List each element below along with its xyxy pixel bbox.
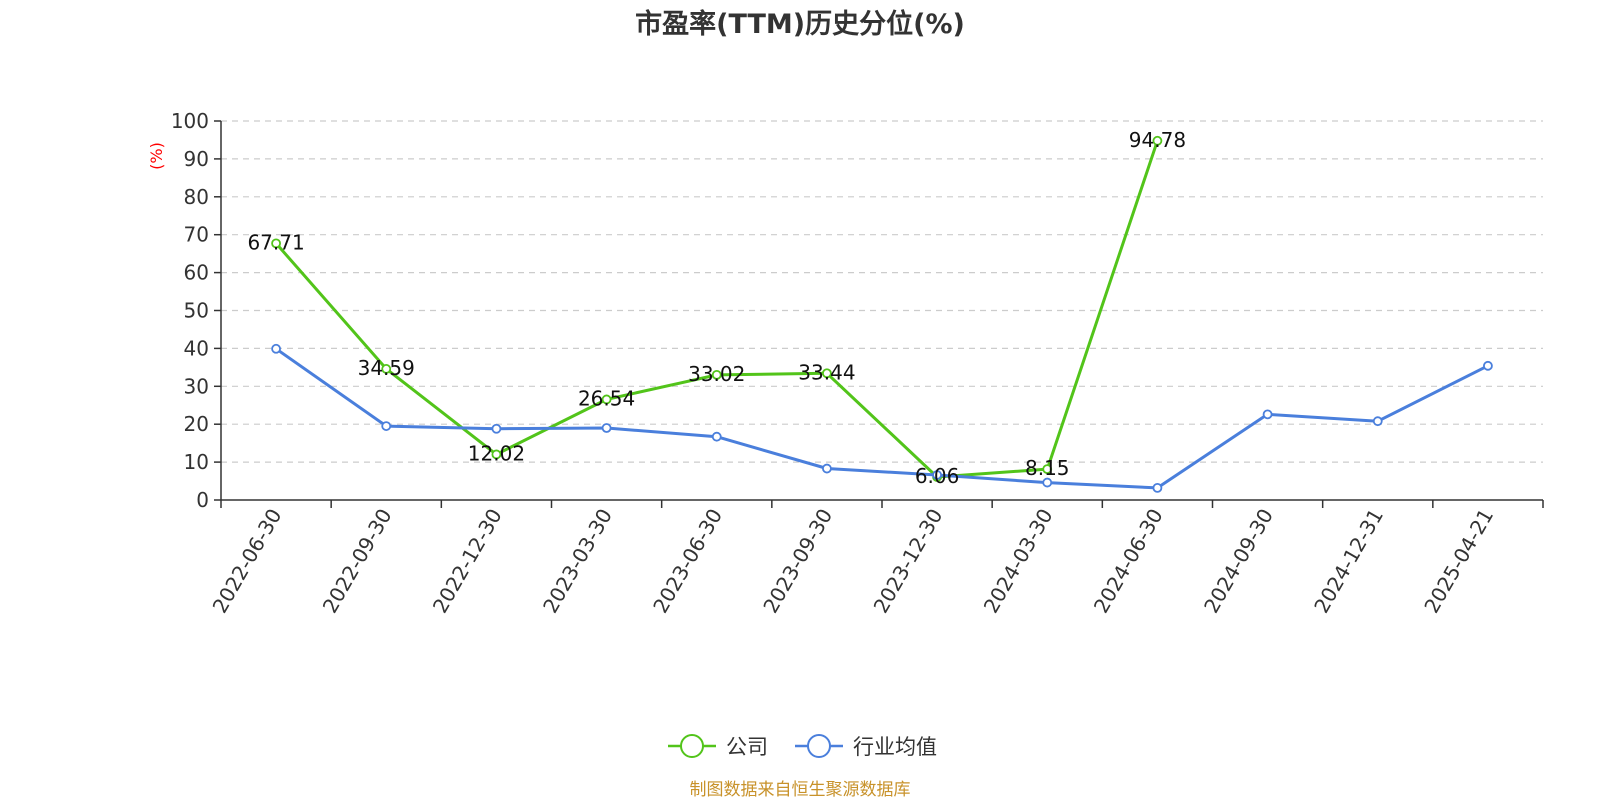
data-point <box>711 369 722 380</box>
data-point <box>381 421 392 431</box>
data-point <box>491 449 502 460</box>
data-label: 94.78 <box>1129 128 1186 152</box>
x-tick-label: 2023-06-30 <box>648 505 727 618</box>
data-point <box>1152 135 1163 146</box>
data-label: 26.54 <box>578 386 635 410</box>
y-tick-label: 60 <box>184 261 209 285</box>
x-tick-label: 2024-12-31 <box>1309 505 1388 618</box>
x-tick-label: 2024-03-30 <box>979 505 1058 618</box>
y-tick-label: 20 <box>184 412 209 436</box>
legend-marker <box>680 734 704 758</box>
x-tick-label: 2023-12-30 <box>869 505 948 618</box>
grid <box>221 120 1543 463</box>
legend-item-1[interactable]: 行业均值 <box>795 734 937 759</box>
legend-marker <box>807 734 831 758</box>
data-point <box>491 423 502 434</box>
data-point <box>711 431 722 442</box>
y-tick-label: 0 <box>196 488 209 512</box>
data-point <box>1152 482 1163 493</box>
data-labels: 67.71 34.59 12.02 26.54 33.02 33.44 6.06 8.15 94… <box>247 128 1186 488</box>
series-line-1 <box>275 347 1489 490</box>
data-point <box>822 368 832 379</box>
data-point <box>822 463 832 474</box>
y-tick-label: 70 <box>184 223 209 247</box>
y-tick-label: 10 <box>184 450 209 474</box>
data-point <box>1262 409 1273 420</box>
x-tick-label: 2022-09-30 <box>318 505 397 618</box>
data-label: 34.59 <box>358 356 415 380</box>
y-tick-label: 90 <box>184 147 209 171</box>
data-point <box>601 394 612 405</box>
x-tick-label: 2023-09-30 <box>758 505 837 618</box>
data-point <box>932 470 942 480</box>
y-tick-label: 100 <box>171 109 209 133</box>
x-tick-label: 2022-12-30 <box>428 505 507 618</box>
plot-area <box>271 135 1493 493</box>
y-tick-label: 50 <box>184 299 209 323</box>
data-label: 8.15 <box>1025 456 1070 480</box>
source-note: 制图数据来自恒生聚源数据库 <box>690 780 911 800</box>
legend-item-0[interactable]: 公司 <box>668 734 768 759</box>
y-axis-label: (%) <box>147 142 166 170</box>
data-point <box>1042 477 1053 488</box>
y-tick-label: 80 <box>184 185 209 209</box>
legend-label: 行业均值 <box>853 735 937 759</box>
data-point <box>1042 464 1053 475</box>
data-point <box>1372 416 1383 427</box>
data-label: 6.06 <box>915 464 960 488</box>
chart-title: 市盈率(TTM)历史分位(%) <box>635 8 965 40</box>
y-tick-label: 40 <box>184 336 209 360</box>
data-label: 33.44 <box>798 360 855 384</box>
data-point <box>381 364 392 374</box>
data-label: 12.02 <box>468 441 525 465</box>
legend[interactable]: 公司 行业均值 <box>668 734 937 759</box>
x-tick-label: 2023-03-30 <box>538 505 617 618</box>
legend-label: 公司 <box>726 735 768 759</box>
x-tick-label: 2024-09-30 <box>1199 505 1278 618</box>
data-point <box>1483 360 1493 371</box>
x-tick-label: 2022-06-30 <box>208 505 287 618</box>
x-tick-label: 2024-06-30 <box>1089 505 1168 618</box>
data-point <box>271 238 281 249</box>
data-point <box>601 423 612 433</box>
data-label: 67.71 <box>247 230 304 254</box>
data-point <box>271 343 281 354</box>
data-label: 33.02 <box>688 362 745 386</box>
y-tick-label: 30 <box>184 374 209 398</box>
x-tick-label: 2025-04-21 <box>1419 505 1498 618</box>
